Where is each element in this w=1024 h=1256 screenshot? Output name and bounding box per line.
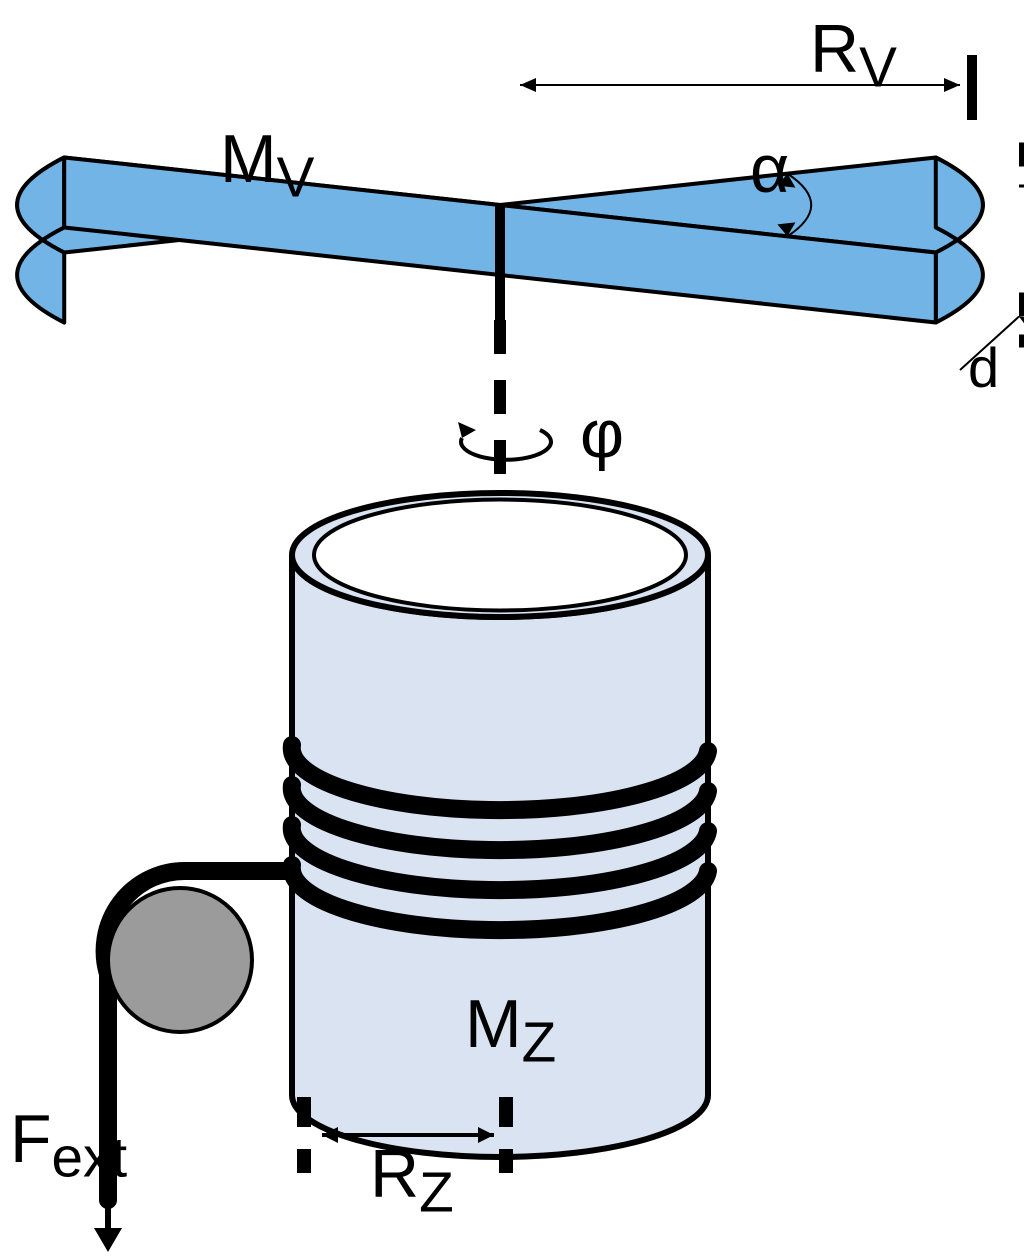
label-alpha: α bbox=[750, 130, 789, 208]
label-phi: φ bbox=[580, 395, 624, 473]
dim-d-arrow bbox=[1019, 317, 1024, 333]
label-Fext: Fext bbox=[10, 1100, 127, 1191]
label-Mv: MV bbox=[220, 120, 314, 211]
label-d: d bbox=[968, 335, 999, 400]
dim-Rv-arrow-l bbox=[520, 78, 536, 92]
label-Mz: MZ bbox=[465, 985, 556, 1076]
dim-Rv-arrow-r bbox=[944, 78, 960, 92]
phi-arrow bbox=[458, 422, 476, 438]
label-Rv: RV bbox=[810, 10, 897, 101]
cylinder-top-inner bbox=[314, 500, 686, 611]
pulley bbox=[108, 888, 252, 1032]
label-Rz: RZ bbox=[370, 1135, 454, 1226]
F-arrow-head bbox=[94, 1228, 122, 1252]
diagram-canvas: MV RV α φ d MZ RZ Fext bbox=[0, 0, 1024, 1256]
